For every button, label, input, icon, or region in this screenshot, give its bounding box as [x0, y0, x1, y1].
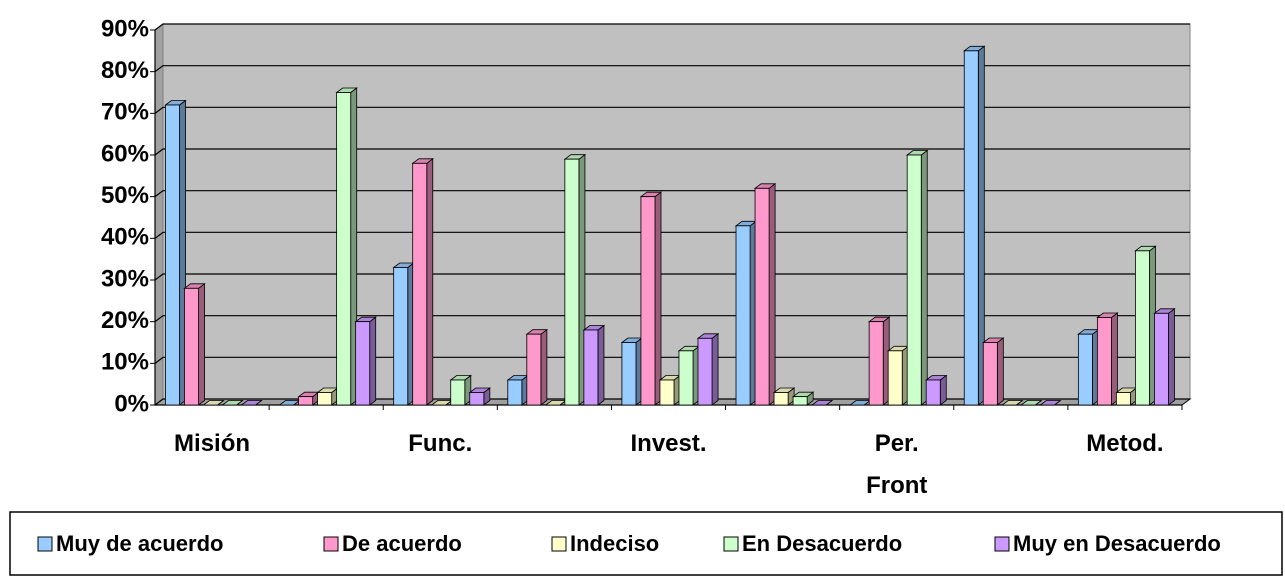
bar-top: [1020, 400, 1043, 406]
x-tick-label: Func.: [408, 430, 472, 457]
x-tick-label: Per. Front: [866, 430, 927, 499]
bar: [450, 379, 466, 406]
bar: [412, 162, 428, 406]
bar-side: [768, 183, 776, 406]
bar: [887, 350, 903, 406]
bar: [1154, 312, 1169, 406]
bar-side: [597, 324, 605, 406]
bar: [925, 379, 941, 406]
bar: [982, 342, 998, 406]
bar-side: [654, 191, 662, 406]
legend-swatch: [323, 536, 339, 552]
grid-line: [154, 106, 1190, 114]
y-tick-label: 40%: [101, 224, 149, 251]
y-tick-label: 10%: [101, 349, 149, 376]
bar: [469, 392, 485, 406]
grid-line: [154, 148, 1190, 156]
y-tick-label: 0%: [114, 390, 149, 417]
bar: [868, 321, 884, 406]
bar: [1096, 317, 1112, 406]
legend-label: Muy de acuerdo: [56, 531, 223, 556]
bar: [754, 187, 770, 406]
bar: [336, 92, 352, 406]
y-tick-label: 30%: [101, 265, 149, 292]
plot-wall: [162, 23, 1191, 400]
legend-label: En Desacuerdo: [742, 531, 902, 556]
grid-line: [154, 23, 1190, 31]
bar-side: [198, 283, 205, 406]
x-tick-label: Misión: [174, 430, 250, 457]
y-tick-label: 70%: [101, 99, 149, 126]
grid-line: [154, 190, 1190, 198]
bar: [1135, 250, 1150, 406]
bar-top: [221, 400, 244, 406]
bar-top: [240, 400, 263, 406]
bar-side: [1168, 308, 1175, 406]
bar-top: [1039, 400, 1062, 406]
bar: [621, 342, 637, 406]
bar: [564, 158, 580, 406]
legend-box: [9, 511, 1283, 576]
bar: [792, 396, 808, 406]
bar: [1115, 392, 1131, 406]
bar-side: [369, 316, 377, 406]
bar-side: [939, 374, 947, 406]
legend-label: Indeciso: [570, 531, 659, 556]
bar: [906, 154, 922, 406]
bar: [640, 196, 656, 406]
bar-top: [202, 400, 225, 406]
bar: [697, 337, 713, 406]
legend-label: De acuerdo: [342, 531, 462, 556]
grid-line: [154, 398, 1190, 406]
plot-side-wall: [154, 23, 164, 406]
bar: [963, 50, 979, 406]
grid-line: [154, 65, 1190, 73]
bar: [583, 329, 599, 406]
y-tick-label: 80%: [101, 57, 149, 84]
legend-swatch: [994, 536, 1010, 552]
bar: [507, 379, 523, 406]
bar-side: [426, 158, 434, 406]
bar: [1077, 333, 1093, 406]
x-tick-label: Invest.: [630, 430, 706, 457]
bar: [317, 392, 333, 406]
legend-label: Muy en Desacuerdo: [1013, 531, 1221, 556]
bar: [735, 225, 751, 406]
bar: [659, 379, 675, 406]
bar: [298, 396, 314, 406]
grid-line: [154, 356, 1190, 364]
y-tick-label: 20%: [101, 307, 149, 334]
bar: [165, 104, 180, 406]
bar: [355, 321, 371, 406]
legend-swatch: [37, 536, 53, 552]
bar-top: [810, 400, 834, 406]
bar: [393, 267, 409, 406]
y-tick-label: 60%: [101, 140, 149, 167]
x-tick-label: Metod.: [1086, 430, 1163, 457]
bar: [773, 392, 789, 406]
legend-swatch: [723, 536, 739, 552]
bar-side: [920, 149, 928, 406]
y-tick-label: 90%: [101, 15, 149, 42]
bar-side: [540, 328, 548, 406]
grid-line: [154, 231, 1190, 239]
bar: [678, 350, 694, 406]
bar-side: [711, 333, 719, 406]
bar-side: [1111, 312, 1118, 406]
bar: [184, 287, 199, 406]
grid-line: [154, 273, 1190, 281]
legend-swatch: [551, 536, 567, 552]
bar-top: [1001, 400, 1024, 406]
grid-line: [154, 315, 1190, 323]
y-tick-label: 50%: [101, 182, 149, 209]
bar: [526, 333, 542, 406]
bar-side: [996, 337, 1004, 406]
